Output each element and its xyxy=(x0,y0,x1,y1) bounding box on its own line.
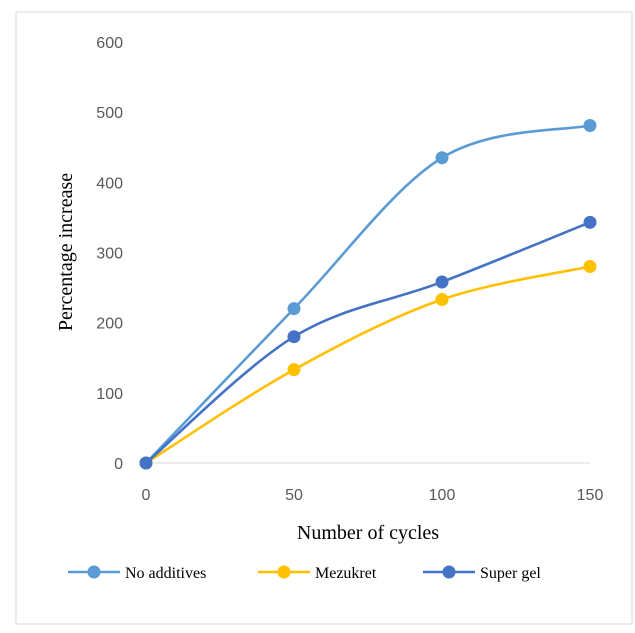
legend-marker-mezukret xyxy=(277,565,291,579)
legend-marker-super-gel xyxy=(442,565,456,579)
data-point-super-gel xyxy=(287,330,301,344)
legend-label-mezukret: Mezukret xyxy=(315,565,377,582)
y-tick-label: 600 xyxy=(96,35,123,52)
x-tick-label: 100 xyxy=(429,487,456,504)
series-line-no-additives xyxy=(145,124,591,464)
x-tick-label: 50 xyxy=(285,487,303,504)
x-axis-title: Number of cycles xyxy=(297,522,439,544)
data-point-super-gel xyxy=(583,215,597,229)
legend-label-super-gel: Super gel xyxy=(480,565,541,582)
series-line-super-gel xyxy=(145,221,591,464)
x-tick-label: 150 xyxy=(577,487,604,504)
y-axis-title: Percentage increase xyxy=(55,173,77,331)
data-point-no-additives xyxy=(435,151,449,165)
y-tick-label: 200 xyxy=(96,316,123,333)
x-tick-label: 0 xyxy=(142,487,151,504)
data-point-mezukret xyxy=(583,260,597,274)
series-line-mezukret xyxy=(145,265,591,465)
data-point-super-gel xyxy=(435,275,449,289)
data-point-super-gel xyxy=(139,456,153,470)
y-tick-label: 300 xyxy=(96,246,123,263)
legend: No additives Mezukret Super gel xyxy=(68,565,541,582)
data-point-no-additives xyxy=(583,118,597,132)
data-point-no-additives xyxy=(287,302,301,316)
y-tick-label: 500 xyxy=(96,105,123,122)
y-tick-label: 0 xyxy=(114,456,123,473)
data-point-mezukret xyxy=(435,293,449,307)
legend-marker-no-additives xyxy=(87,565,101,579)
legend-label-no-additives: No additives xyxy=(125,565,206,582)
y-tick-label: 100 xyxy=(96,386,123,403)
y-tick-label: 400 xyxy=(96,175,123,192)
data-point-mezukret xyxy=(287,363,301,377)
chart-border xyxy=(15,11,633,625)
